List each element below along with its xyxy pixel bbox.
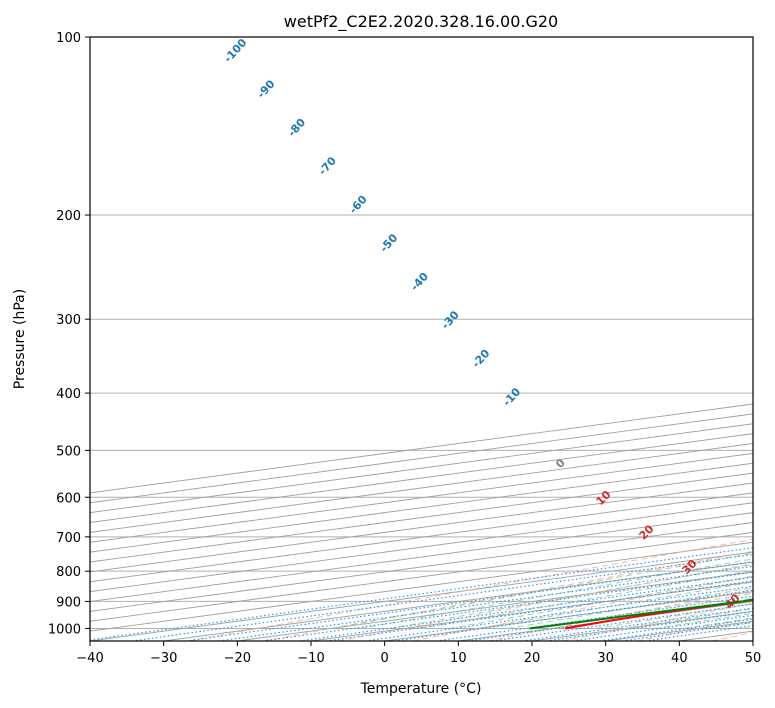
isopleth-labels: 0.10.20.40.611.52346810131620253036-100-… — [221, 36, 742, 612]
isotherm-line — [531, 610, 753, 641]
isotherm-line — [90, 423, 753, 514]
y-tick-label: 200 — [56, 209, 81, 224]
temperature-profile-line — [564, 599, 753, 630]
isotherm-label: 10 — [594, 488, 614, 508]
y-tick-label: 700 — [56, 531, 81, 546]
isotherm-label: -80 — [285, 116, 308, 140]
isotherm-label: -100 — [221, 36, 249, 65]
isotherm-label: -20 — [470, 347, 493, 371]
dry-adiabat-line — [263, 550, 753, 641]
moist-adiabat-line — [654, 612, 753, 629]
x-tick-label: 0 — [381, 651, 389, 666]
y-tick-label: 500 — [56, 444, 81, 459]
moist-adiabat-line — [713, 622, 753, 629]
y-tick-label: 300 — [56, 313, 81, 328]
x-tick-label: 50 — [745, 651, 762, 666]
y-tick-label: 100 — [56, 31, 81, 46]
isotherm-label: 20 — [637, 522, 657, 542]
moist-adiabat-line — [566, 598, 753, 629]
isotherm-line — [90, 413, 753, 504]
isotherm-line — [90, 472, 753, 563]
isotherm-label: -10 — [500, 385, 523, 409]
background-lines — [90, 37, 753, 641]
moist-adiabat-line — [360, 558, 753, 629]
dry-adiabat-line — [338, 563, 753, 641]
x-axis: −40 −30 −20 −10 0 10 20 30 40 50 — [76, 641, 761, 666]
isotherm-line — [90, 551, 753, 641]
moist-adiabat-line — [389, 563, 753, 629]
x-tick-label: 40 — [671, 651, 688, 666]
y-tick-label: 400 — [56, 387, 81, 402]
dry-adiabat-line — [562, 602, 753, 641]
profile-lines — [529, 598, 753, 630]
isotherm-line — [90, 482, 753, 573]
dry-adiabat-line — [188, 538, 753, 641]
isotherm-label: -90 — [255, 77, 278, 101]
isotherm-line — [90, 433, 753, 523]
y-tick-label: 600 — [56, 491, 81, 506]
isotherm-line — [384, 591, 753, 641]
y-tick-label: 1000 — [48, 622, 81, 637]
isotherm-line — [90, 452, 753, 543]
isotherm-label: -40 — [408, 270, 431, 294]
x-tick-label: 20 — [524, 651, 541, 666]
isotherm-label: -30 — [439, 308, 462, 332]
dewpoint-profile-line — [529, 598, 753, 630]
moist-adiabat-line — [419, 569, 753, 629]
y-axis-label: Pressure (hPa) — [12, 289, 28, 389]
moist-adiabat-line — [478, 581, 753, 629]
isotherm-line — [90, 512, 753, 602]
dry-adiabat-line — [711, 632, 753, 641]
isotherm-line — [752, 640, 753, 641]
isotherm-line — [90, 443, 753, 533]
x-tick-label: −20 — [224, 651, 251, 666]
mixing-ratio-line — [218, 565, 753, 641]
x-tick-label: 10 — [450, 651, 467, 666]
isotherm-label: -50 — [377, 231, 400, 255]
dry-adiabat-line — [412, 575, 753, 641]
x-tick-label: −40 — [76, 651, 103, 666]
isotherm-line — [90, 492, 753, 583]
plot-frame — [89, 36, 754, 642]
mixing-ratio-line — [522, 607, 753, 641]
x-tick-label: 30 — [597, 651, 614, 666]
moist-adiabat-line — [537, 592, 753, 629]
isotherm-line — [90, 531, 753, 622]
mixing-ratio-line — [262, 571, 753, 641]
mixing-ratio-line — [365, 585, 753, 641]
moist-adiabat-line — [743, 626, 753, 629]
chart-title: wetPf2_C2E2.2020.328.16.00.G20 — [284, 12, 558, 32]
x-tick-label: −10 — [297, 651, 324, 666]
y-axis: 100 200 300 400 500 600 700 800 900 1000 — [48, 31, 90, 637]
isotherm-label: -60 — [347, 193, 370, 217]
isotherm-label: -70 — [316, 154, 339, 178]
y-tick-label: 800 — [56, 565, 81, 580]
y-tick-label: 900 — [56, 595, 81, 610]
isotherm-line — [90, 462, 753, 553]
x-axis-label: Temperature (°C) — [360, 681, 482, 697]
moist-adiabat-line — [448, 575, 753, 629]
isotherm-line — [90, 502, 753, 593]
mixing-ratio-line — [299, 576, 753, 641]
dry-adiabat-line — [487, 589, 753, 641]
x-tick-label: −30 — [150, 651, 177, 666]
dry-adiabat-line — [636, 617, 753, 641]
isotherm-line — [90, 522, 753, 612]
isotherm-line — [90, 403, 753, 494]
